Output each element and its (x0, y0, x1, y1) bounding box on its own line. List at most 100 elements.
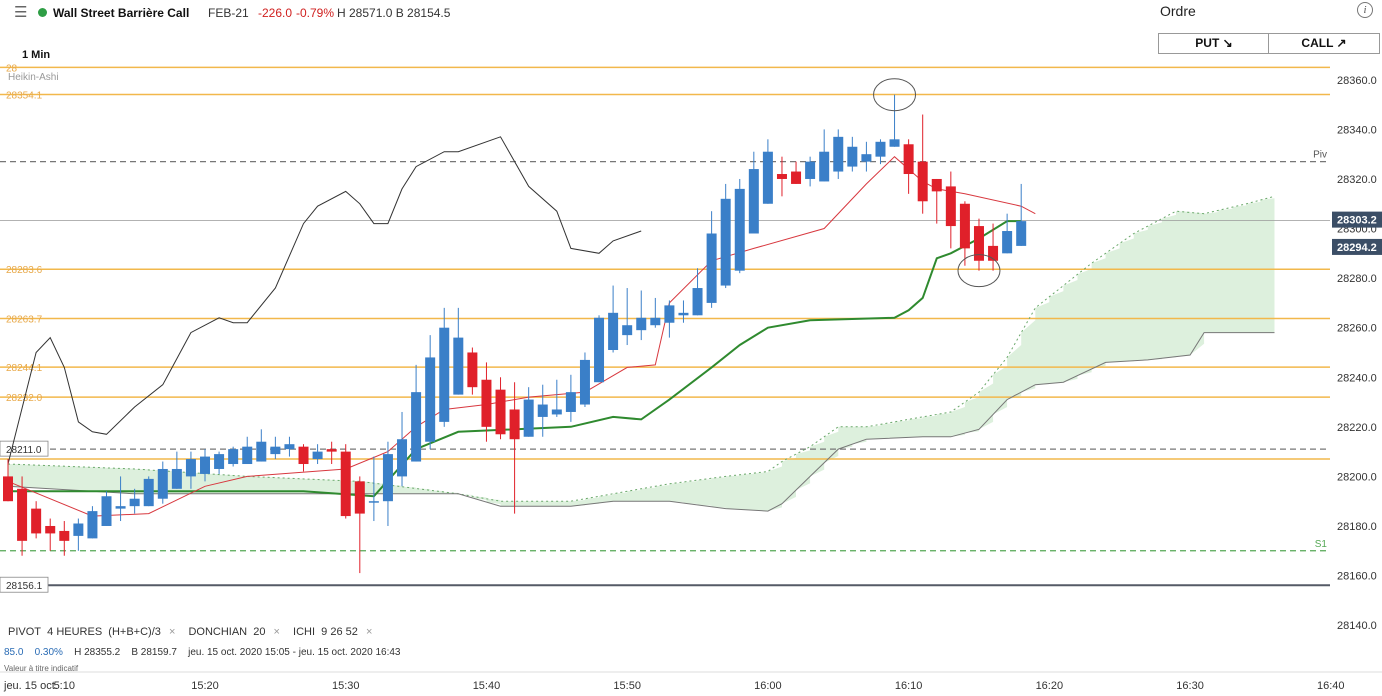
candle-body (776, 174, 787, 179)
date-label: jeu. 15 oct. (3, 680, 58, 692)
candle-body (298, 446, 309, 465)
candle-body (861, 154, 872, 162)
candle-body (326, 449, 337, 452)
candle-body (411, 392, 422, 462)
instrument-name[interactable]: Wall Street Barrière Call (53, 6, 190, 20)
x-tick-label: 15:30 (332, 680, 360, 692)
top-bar: ☰ Wall Street Barrière Call FEB-21 -226.… (0, 0, 1382, 26)
candle-body (565, 392, 576, 412)
candle-body (847, 146, 858, 167)
ichimoku-close-icon[interactable]: × (365, 626, 373, 638)
pivot-label: Piv (1313, 150, 1327, 161)
candle-body (270, 446, 281, 455)
x-tick-label: 16:40 (1317, 680, 1345, 692)
high-low: H 28571.0 B 28154.5 (337, 6, 451, 20)
candle-body (129, 498, 140, 507)
candle-body (523, 399, 534, 437)
candle-body (706, 233, 717, 303)
range-high: H 28355.2 (74, 647, 121, 658)
level-label: 28 (6, 63, 18, 74)
range-points: 85.0 (4, 647, 24, 658)
candle-body (87, 511, 98, 539)
order-title: Ordre (1160, 3, 1196, 19)
candle-body (59, 530, 70, 541)
level-label-box (0, 576, 49, 593)
range-stats: 85.0 0.30% H 28355.2 B 28159.7 jeu. 15 o… (4, 647, 400, 658)
info-icon[interactable]: i (1357, 2, 1373, 18)
put-button[interactable]: PUT ↘ (1158, 33, 1270, 54)
candle-body (791, 171, 802, 184)
candle-body (425, 357, 436, 442)
ichimoku-label[interactable]: ICHI (293, 626, 316, 638)
donchian-close-icon[interactable]: × (273, 626, 280, 638)
y-tick-label: 28360.0 (1337, 75, 1377, 87)
pivot-period: 4 HEURES (47, 626, 103, 638)
ichimoku-span-a (7, 195, 1275, 502)
level-label: 28244.1 (6, 363, 43, 374)
candle-body (805, 161, 816, 179)
call-button[interactable]: CALL ↗ (1268, 33, 1380, 54)
annotation-ellipse (957, 254, 1001, 288)
y-tick-label: 28280.0 (1337, 273, 1377, 285)
candle-body (762, 151, 773, 204)
candle-body (101, 496, 112, 526)
price-change-percent: -0.79% (296, 6, 335, 20)
timeframe-label[interactable]: 1 Min (22, 49, 51, 61)
candle-body (284, 444, 295, 450)
candle-body (579, 359, 590, 405)
y-tick-label: 28220.0 (1337, 422, 1377, 434)
candle-body (200, 456, 211, 474)
candle-body (734, 188, 745, 271)
price-tag-box (1332, 238, 1382, 255)
candle-body (467, 352, 478, 388)
candle-body (917, 161, 928, 202)
pivot-formula: (H+B+C)/3 (108, 626, 161, 638)
market-open-indicator (38, 8, 47, 17)
candle-body (242, 446, 253, 465)
y-tick-label: 28240.0 (1337, 372, 1377, 384)
ichimoku-span-b (7, 332, 1275, 512)
x-tick-label: 15:40 (473, 680, 501, 692)
candle-body (720, 198, 731, 286)
candle-body (143, 478, 154, 507)
x-tick-label: 15:50 (613, 680, 641, 692)
pivot-label[interactable]: PIVOT (8, 626, 42, 638)
level-label-box (0, 440, 49, 457)
donchian-line (7, 136, 642, 465)
candle-body (382, 454, 393, 502)
x-tick-label: 16:10 (895, 680, 923, 692)
ichimoku-tenkan (7, 156, 1036, 517)
y-tick-label: 28200.0 (1337, 471, 1377, 483)
candle-body (973, 226, 984, 261)
price-tag-box (1332, 211, 1382, 228)
candle-body (115, 506, 126, 509)
donchian-label[interactable]: DONCHIAN (188, 626, 248, 638)
candle-body (678, 312, 689, 316)
candle-body (157, 468, 168, 499)
ichimoku-params: 9 26 52 (321, 626, 358, 638)
hamburger-icon[interactable]: ☰ (14, 4, 28, 21)
candle-body (256, 441, 267, 462)
candle-body (31, 508, 42, 534)
candle-body (312, 451, 323, 460)
indicator-legend: PIVOT 4 HEURES (H+B+C)/3 × DONCHIAN 20 ×… (8, 626, 382, 638)
y-tick-label: 28140.0 (1337, 620, 1377, 632)
candle-body (551, 409, 562, 415)
candle-body (509, 409, 520, 440)
candle-body (171, 468, 182, 489)
candle-body (636, 317, 647, 331)
candle-body (17, 488, 28, 541)
pivot-close-icon[interactable]: × (168, 626, 176, 638)
candle-body (340, 451, 351, 517)
expiry: FEB-21 (208, 6, 249, 20)
candle-body (988, 245, 999, 261)
candle-body (833, 136, 844, 172)
candle-body (664, 305, 675, 323)
y-tick-label: 28340.0 (1337, 124, 1377, 136)
y-tick-label: 28160.0 (1337, 571, 1377, 583)
candle-body (45, 525, 56, 534)
candle-body (73, 523, 84, 536)
candle-body (889, 139, 900, 147)
x-tick-label: 16:00 (754, 680, 782, 692)
